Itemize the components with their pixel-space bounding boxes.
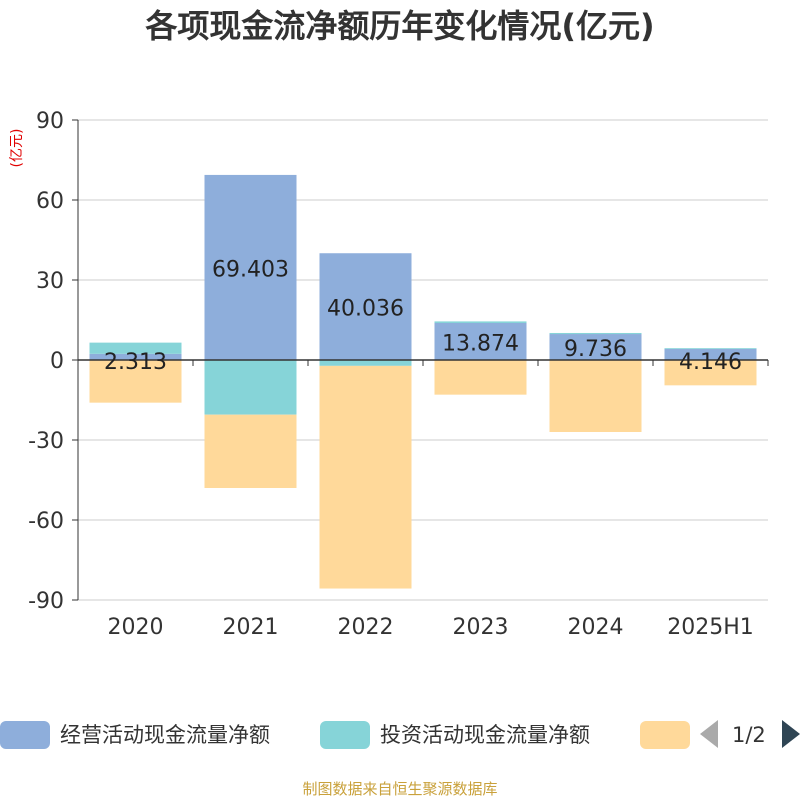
bar-financing-2024 bbox=[549, 360, 642, 432]
data-label-2022: 40.036 bbox=[327, 297, 404, 322]
bar-operating-2020 bbox=[89, 353, 182, 360]
bar-investing-2022 bbox=[319, 360, 412, 366]
pager-page-indicator: 1/2 bbox=[732, 723, 766, 747]
legend-pager: 1/2 bbox=[700, 718, 800, 750]
bar-operating-2021 bbox=[204, 174, 297, 360]
bar-financing-2025H1 bbox=[664, 360, 757, 386]
data-label-2023: 13.874 bbox=[442, 332, 519, 357]
bar-operating-2024 bbox=[549, 334, 642, 360]
x-tick-label: 2022 bbox=[338, 615, 394, 640]
bar-financing-2021 bbox=[204, 414, 297, 488]
chart-title: 各项现金流净额历年变化情况(亿元) bbox=[145, 7, 655, 45]
x-tick-label: 2021 bbox=[223, 615, 279, 640]
cash-flow-chart: 90 60 30 0 -30 -60 -90 2020 2021 2022 2023 2024 2025… bbox=[28, 109, 769, 640]
x-tick-label: 2025H1 bbox=[667, 615, 754, 640]
bar-financing-2023 bbox=[434, 360, 527, 395]
y-tick-label: 0 bbox=[50, 349, 64, 374]
y-tick-label: -30 bbox=[28, 429, 64, 454]
x-tick-label: 2023 bbox=[453, 615, 509, 640]
data-label-2024: 9.736 bbox=[564, 337, 627, 362]
bar-operating-2022 bbox=[319, 253, 412, 360]
y-tick-label: -90 bbox=[28, 589, 64, 614]
bar-investing-2021 bbox=[204, 360, 297, 415]
y-tick-label: -60 bbox=[28, 509, 64, 534]
data-source-note: 制图数据来自恒生聚源数据库 bbox=[302, 780, 498, 798]
y-tick-label: 30 bbox=[36, 269, 64, 294]
data-label-2020: 2.313 bbox=[104, 350, 167, 375]
bar-financing-2022 bbox=[319, 365, 412, 589]
y-tick-label: 60 bbox=[36, 189, 64, 214]
bar-investing-2024 bbox=[549, 332, 642, 335]
x-tick-label: 2024 bbox=[568, 615, 624, 640]
bar-investing-2023 bbox=[434, 321, 527, 324]
x-tick-label: 2020 bbox=[108, 615, 164, 640]
legend-swatch-operating bbox=[0, 721, 50, 749]
data-label-2021: 69.403 bbox=[212, 257, 289, 282]
y-tick-label: 90 bbox=[36, 109, 64, 134]
legend-label-operating: 经营活动现金流量净额 bbox=[60, 723, 270, 747]
data-label-2025H1: 4.146 bbox=[679, 350, 742, 375]
bar-investing-2025H1 bbox=[664, 348, 757, 349]
bar-financing-2020 bbox=[89, 360, 182, 403]
bar-investing-2020 bbox=[89, 342, 182, 354]
bar-operating-2025H1 bbox=[664, 348, 757, 360]
legend: 经营活动现金流量净额 投资活动现金流量净额 1/2 bbox=[0, 712, 800, 756]
pager-prev-icon[interactable] bbox=[700, 720, 718, 748]
bar-operating-2023 bbox=[434, 323, 527, 360]
legend-label-investing: 投资活动现金流量净额 bbox=[380, 723, 590, 747]
pager-next-icon[interactable] bbox=[782, 720, 800, 748]
legend-swatch-investing bbox=[320, 721, 370, 749]
legend-swatch-financing bbox=[640, 721, 690, 749]
